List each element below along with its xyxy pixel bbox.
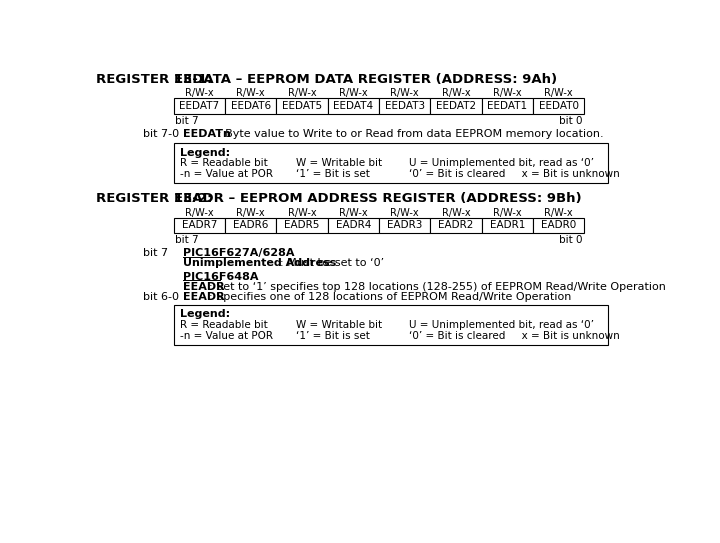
Text: R/W-x: R/W-x bbox=[442, 207, 470, 218]
Text: EADR1: EADR1 bbox=[490, 220, 525, 230]
Text: EEDAT1: EEDAT1 bbox=[487, 101, 528, 111]
Text: : Must be set to ‘0’: : Must be set to ‘0’ bbox=[280, 258, 384, 268]
Text: bit 7: bit 7 bbox=[175, 235, 199, 245]
Text: : Specifies one of 128 locations of EEPROM Read/Write Operation: : Specifies one of 128 locations of EEPR… bbox=[210, 292, 572, 302]
Text: PIC16F627A/628A: PIC16F627A/628A bbox=[183, 248, 294, 258]
Text: bit 7: bit 7 bbox=[175, 116, 199, 126]
Text: R = Readable bit: R = Readable bit bbox=[180, 320, 268, 330]
Text: EEDAT0: EEDAT0 bbox=[539, 101, 579, 111]
Bar bbox=[174, 305, 608, 345]
Text: EADR7: EADR7 bbox=[181, 220, 217, 230]
Text: R/W-x: R/W-x bbox=[236, 89, 265, 98]
Text: R = Readable bit: R = Readable bit bbox=[180, 159, 268, 168]
Text: bit 0: bit 0 bbox=[559, 235, 583, 245]
Text: ‘1’ = Bit is set: ‘1’ = Bit is set bbox=[296, 331, 370, 341]
Text: Legend:: Legend: bbox=[180, 310, 230, 319]
Text: EADR6: EADR6 bbox=[233, 220, 269, 230]
Bar bbox=[431, 98, 482, 113]
Bar bbox=[276, 218, 328, 233]
Text: bit 7-0: bit 7-0 bbox=[143, 129, 179, 139]
Text: EEDAT5: EEDAT5 bbox=[282, 101, 322, 111]
Text: R/W-x: R/W-x bbox=[185, 207, 214, 218]
Text: R/W-x: R/W-x bbox=[493, 89, 522, 98]
Text: EEDATn: EEDATn bbox=[183, 129, 231, 139]
Text: EEDAT2: EEDAT2 bbox=[436, 101, 476, 111]
Text: : Set to ‘1’ specifies top 128 locations (128-255) of EEPROM Read/Write Operatio: : Set to ‘1’ specifies top 128 locations… bbox=[210, 282, 666, 292]
Text: EEADR – EEPROM ADDRESS REGISTER (ADDRESS: 9Bh): EEADR – EEPROM ADDRESS REGISTER (ADDRESS… bbox=[174, 192, 581, 205]
Bar bbox=[174, 143, 608, 183]
Text: REGISTER 13-2:: REGISTER 13-2: bbox=[96, 192, 212, 205]
Text: R/W-x: R/W-x bbox=[185, 89, 214, 98]
Text: EADR2: EADR2 bbox=[438, 220, 474, 230]
Bar bbox=[328, 218, 379, 233]
Bar bbox=[174, 218, 225, 233]
Bar bbox=[225, 218, 276, 233]
Bar bbox=[379, 218, 431, 233]
Text: R/W-x: R/W-x bbox=[390, 89, 419, 98]
Text: W = Writable bit: W = Writable bit bbox=[296, 320, 382, 330]
Text: EEDAT6: EEDAT6 bbox=[230, 101, 271, 111]
Text: EEDAT7: EEDAT7 bbox=[179, 101, 220, 111]
Text: : Byte value to Write to or Read from data EEPROM memory location.: : Byte value to Write to or Read from da… bbox=[218, 129, 603, 139]
Bar bbox=[482, 98, 533, 113]
Text: R/W-x: R/W-x bbox=[442, 89, 470, 98]
Text: R/W-x: R/W-x bbox=[339, 89, 368, 98]
Text: EEDAT4: EEDAT4 bbox=[333, 101, 374, 111]
Text: PIC16F648A: PIC16F648A bbox=[183, 272, 258, 282]
Text: ‘0’ = Bit is cleared     x = Bit is unknown: ‘0’ = Bit is cleared x = Bit is unknown bbox=[408, 169, 619, 179]
Bar bbox=[328, 98, 379, 113]
Text: EEDAT3: EEDAT3 bbox=[384, 101, 425, 111]
Text: EADR5: EADR5 bbox=[284, 220, 320, 230]
Text: bit 7: bit 7 bbox=[143, 248, 168, 258]
Text: -n = Value at POR: -n = Value at POR bbox=[180, 169, 273, 179]
Text: U = Unimplemented bit, read as ‘0’: U = Unimplemented bit, read as ‘0’ bbox=[408, 159, 593, 168]
Text: W = Writable bit: W = Writable bit bbox=[296, 159, 382, 168]
Text: bit 6-0: bit 6-0 bbox=[143, 292, 179, 302]
Text: Legend:: Legend: bbox=[180, 148, 230, 157]
Text: EEDATA – EEPROM DATA REGISTER (ADDRESS: 9Ah): EEDATA – EEPROM DATA REGISTER (ADDRESS: … bbox=[174, 73, 557, 86]
Text: R/W-x: R/W-x bbox=[339, 207, 368, 218]
Text: R/W-x: R/W-x bbox=[390, 207, 419, 218]
Text: U = Unimplemented bit, read as ‘0’: U = Unimplemented bit, read as ‘0’ bbox=[408, 320, 593, 330]
Text: EADR0: EADR0 bbox=[541, 220, 577, 230]
Text: REGISTER 13-1:: REGISTER 13-1: bbox=[96, 73, 212, 86]
Text: bit 0: bit 0 bbox=[559, 116, 583, 126]
Text: Unimplemented Address: Unimplemented Address bbox=[183, 258, 336, 268]
Text: ‘0’ = Bit is cleared     x = Bit is unknown: ‘0’ = Bit is cleared x = Bit is unknown bbox=[408, 331, 619, 341]
Text: R/W-x: R/W-x bbox=[493, 207, 522, 218]
Bar bbox=[379, 98, 431, 113]
Text: -n = Value at POR: -n = Value at POR bbox=[180, 331, 273, 341]
Text: R/W-x: R/W-x bbox=[288, 207, 316, 218]
Bar bbox=[482, 218, 533, 233]
Text: R/W-x: R/W-x bbox=[236, 207, 265, 218]
Bar bbox=[174, 98, 225, 113]
Bar bbox=[225, 98, 276, 113]
Text: R/W-x: R/W-x bbox=[544, 89, 573, 98]
Text: EADR4: EADR4 bbox=[336, 220, 371, 230]
Text: EEADR: EEADR bbox=[183, 282, 225, 292]
Bar bbox=[533, 218, 585, 233]
Text: ‘1’ = Bit is set: ‘1’ = Bit is set bbox=[296, 169, 370, 179]
Text: EADR3: EADR3 bbox=[387, 220, 423, 230]
Text: R/W-x: R/W-x bbox=[544, 207, 573, 218]
Bar bbox=[431, 218, 482, 233]
Bar bbox=[276, 98, 328, 113]
Text: EEADR: EEADR bbox=[183, 292, 225, 302]
Bar bbox=[533, 98, 585, 113]
Text: R/W-x: R/W-x bbox=[288, 89, 316, 98]
